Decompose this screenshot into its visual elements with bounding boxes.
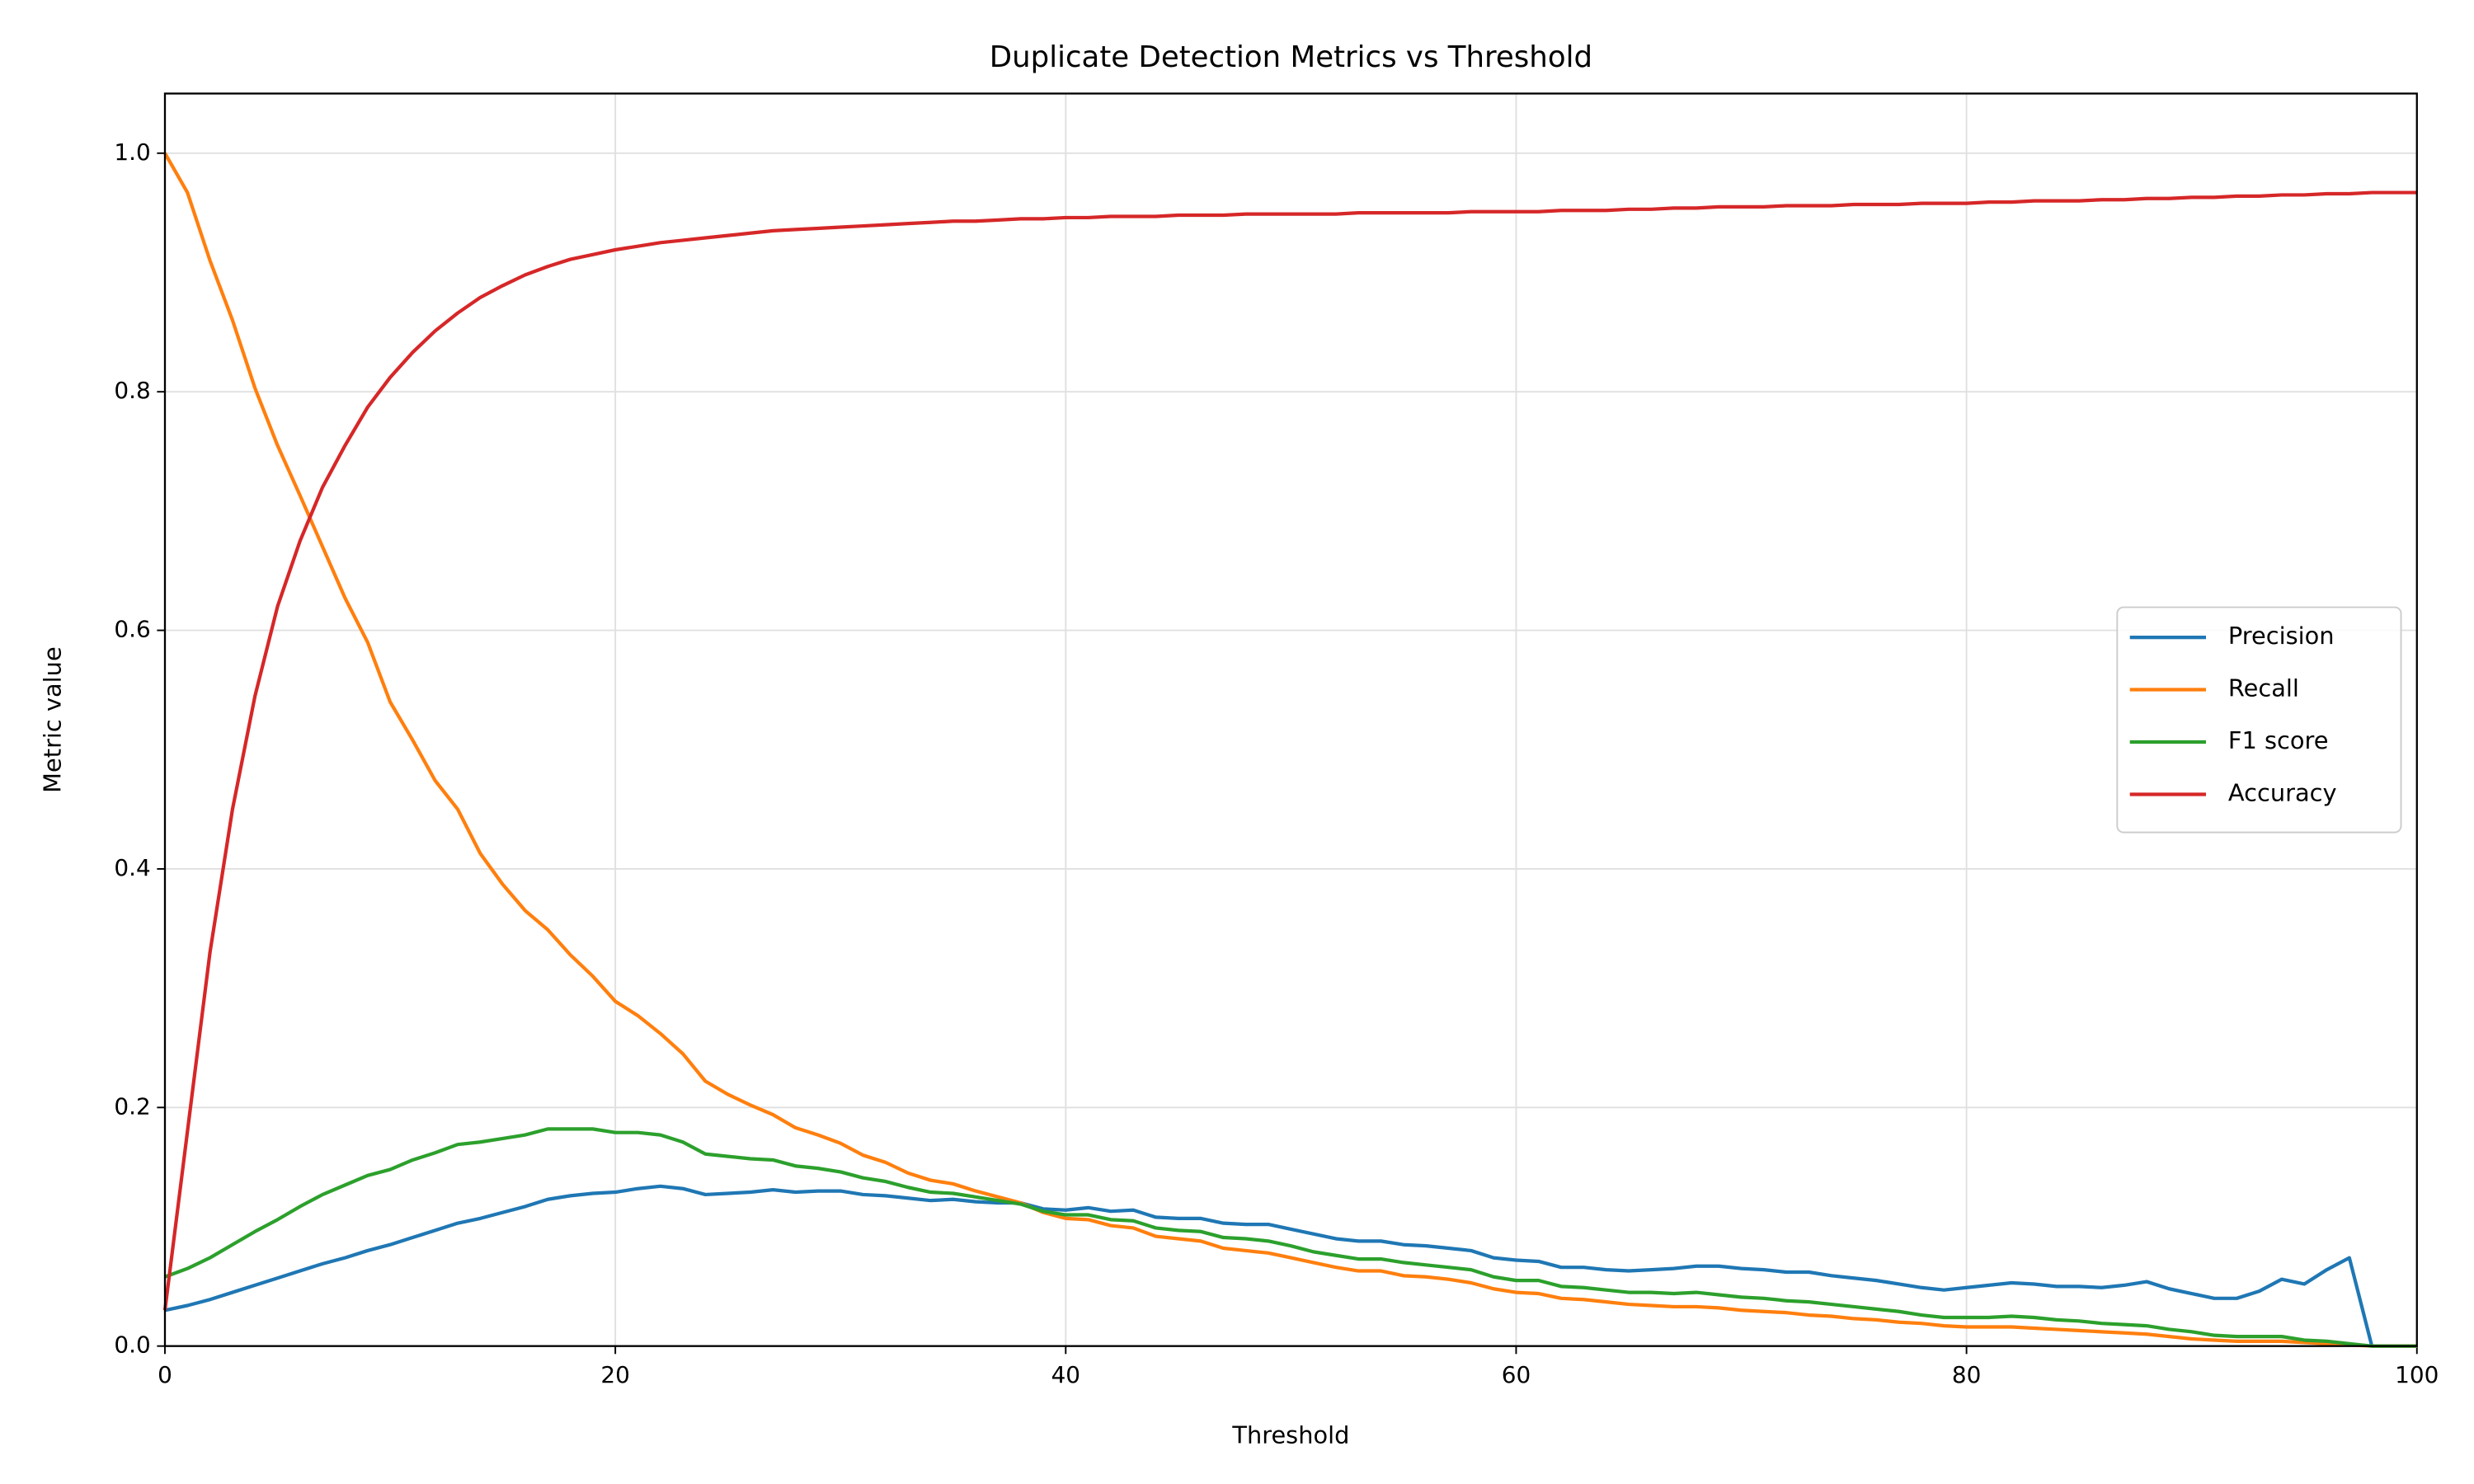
x-tick-label: 40 [1051, 1361, 1080, 1388]
legend-label: F1 score [2228, 726, 2329, 754]
y-tick-label: 0.8 [114, 377, 150, 404]
y-tick-label: 0.0 [114, 1331, 150, 1359]
x-tick-label: 20 [600, 1361, 629, 1388]
legend: Precision Recall F1 score Accuracy [2116, 606, 2402, 834]
x-tick-label: 80 [1952, 1361, 1981, 1388]
legend-label: Precision [2228, 622, 2335, 650]
x-tick-label: 0 [158, 1361, 172, 1388]
series-line [164, 1127, 2417, 1348]
legend-box [2116, 606, 2402, 834]
y-tick-label: 0.2 [114, 1092, 150, 1120]
y-axis-label: Metric value [38, 646, 66, 793]
series-line [163, 152, 2417, 1348]
y-tick-label: 0.6 [114, 616, 150, 643]
y-tick-label: 0.4 [114, 854, 150, 881]
plot-frame [163, 92, 2418, 1347]
legend-label: Recall [2228, 674, 2299, 702]
x-tick-label: 100 [2395, 1361, 2439, 1388]
y-tick-label: 1.0 [114, 139, 150, 166]
x-tick-label: 60 [1502, 1361, 1531, 1388]
chart-title: Duplicate Detection Metrics vs Threshold [990, 40, 1592, 74]
legend-label: Accuracy [2228, 778, 2337, 806]
x-axis-label: Threshold [1231, 1421, 1349, 1449]
series-line [164, 1184, 2417, 1348]
series-line [162, 190, 2417, 1311]
